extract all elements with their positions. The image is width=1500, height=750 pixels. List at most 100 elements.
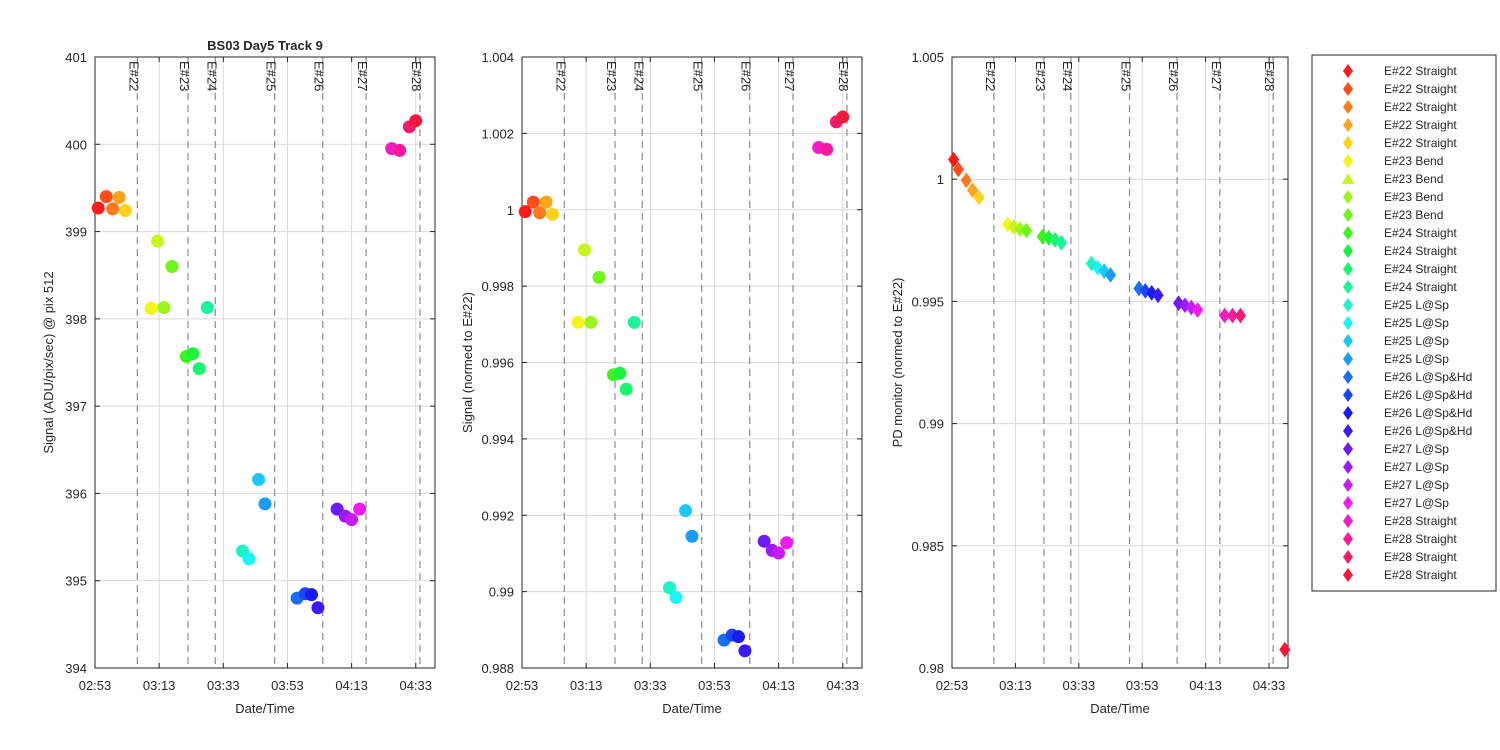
data-point — [165, 259, 179, 273]
legend-entry-label: E#28 Straight — [1384, 550, 1457, 564]
x-tick-label: 03:53 — [271, 678, 304, 693]
event-label: E#28 — [1262, 61, 1277, 91]
data-point — [757, 534, 771, 548]
event-label: E#25 — [264, 61, 279, 91]
legend-entry-label: E#24 Straight — [1384, 280, 1457, 294]
axes-box — [94, 56, 436, 669]
x-tick-label: 03:33 — [1063, 678, 1096, 693]
data-point — [947, 151, 960, 168]
x-tick-label: 03:53 — [698, 678, 731, 693]
y-tick-label: 1 — [937, 172, 944, 187]
data-point — [345, 513, 359, 527]
data-point — [1218, 307, 1231, 324]
x-axis-label: Date/Time — [1090, 701, 1149, 716]
y-tick-label: 0.99 — [489, 585, 514, 600]
event-label: E#25 — [1119, 61, 1134, 91]
event-label: E#27 — [1209, 61, 1224, 91]
legend-entry-label: E#23 Bend — [1384, 172, 1443, 186]
legend-diamond-marker — [1343, 298, 1353, 312]
y-tick-label: 400 — [65, 137, 87, 152]
legend-diamond-marker — [1343, 424, 1353, 438]
legend-diamond-marker — [1343, 388, 1353, 402]
data-point — [952, 161, 964, 178]
legend-diamond-marker — [1343, 316, 1353, 330]
data-point — [663, 581, 677, 595]
event-label: E#27 — [782, 61, 797, 91]
y-axis-label: Signal (ADU/pix/sec) @ pix 512 — [41, 271, 56, 453]
legend-diamond-marker — [1343, 532, 1353, 546]
legend-entry-label: E#24 Straight — [1384, 262, 1457, 276]
x-tick-label: 03:33 — [634, 678, 667, 693]
legend-entry-label: E#22 Straight — [1384, 136, 1457, 150]
legend-diamond-marker — [1343, 496, 1353, 510]
legend-diamond-marker — [1343, 550, 1353, 564]
y-tick-label: 394 — [65, 661, 87, 676]
y-tick-label: 0.985 — [911, 539, 944, 554]
data-point — [242, 552, 256, 566]
x-tick-label: 04:33 — [1253, 678, 1286, 693]
y-tick-label: 0.995 — [911, 294, 944, 309]
x-tick-label: 03:33 — [207, 678, 240, 693]
data-point — [409, 114, 423, 128]
data-point — [679, 504, 693, 518]
legend-diamond-marker — [1343, 406, 1353, 420]
legend-diamond-marker — [1343, 352, 1353, 366]
data-point — [305, 588, 319, 602]
data-point — [836, 110, 850, 124]
data-point — [973, 189, 985, 206]
event-label: E#24 — [1060, 61, 1075, 91]
legend-diamond-marker — [1343, 568, 1353, 582]
legend-entry-label: E#27 L@Sp — [1384, 496, 1449, 510]
event-label: E#23 — [604, 61, 619, 91]
data-point — [738, 644, 752, 658]
x-tick-label: 04:13 — [1189, 678, 1222, 693]
x-tick-label: 04:13 — [335, 678, 368, 693]
legend-diamond-marker — [1343, 226, 1353, 240]
x-tick-label: 03:53 — [1126, 678, 1159, 693]
data-point — [592, 270, 606, 284]
x-tick-label: 04:13 — [762, 678, 795, 693]
legend-triangle-marker — [1342, 173, 1354, 184]
data-point — [118, 204, 132, 218]
data-point — [157, 301, 171, 315]
legend-diamond-marker — [1343, 370, 1353, 384]
x-tick-label: 03:13 — [143, 678, 176, 693]
event-label: E#23 — [1033, 61, 1048, 91]
data-point — [1192, 302, 1204, 318]
legend-diamond-marker — [1343, 478, 1353, 492]
legend-entry-label: E#26 L@Sp&Hd — [1384, 370, 1472, 384]
data-point — [1020, 222, 1033, 239]
legend-diamond-marker — [1343, 460, 1353, 474]
legend-entry-label: E#22 Straight — [1384, 82, 1457, 96]
data-point — [353, 502, 367, 516]
data-point — [533, 206, 547, 220]
data-point — [518, 205, 532, 219]
x-axis-label: Date/Time — [235, 701, 294, 716]
data-point — [1226, 307, 1239, 324]
legend-entry-label: E#27 L@Sp — [1384, 478, 1449, 492]
x-tick-label: 03:13 — [570, 678, 603, 693]
y-tick-label: 398 — [65, 312, 87, 327]
legend-diamond-marker — [1343, 118, 1353, 132]
event-label: E#26 — [739, 61, 754, 91]
legend-entry-label: E#22 Straight — [1384, 100, 1457, 114]
legend-diamond-marker — [1343, 82, 1353, 96]
x-tick-label: 04:33 — [399, 678, 432, 693]
event-label: E#22 — [126, 61, 141, 91]
data-point — [685, 529, 699, 543]
data-point — [526, 195, 540, 209]
y-tick-label: 396 — [65, 486, 87, 501]
legend-diamond-marker — [1343, 100, 1353, 114]
y-tick-label: 397 — [65, 399, 87, 414]
data-point — [393, 143, 407, 157]
x-tick-label: 02:53 — [79, 678, 112, 693]
data-point — [545, 207, 559, 221]
data-point — [151, 234, 165, 248]
legend-diamond-marker — [1343, 208, 1353, 222]
data-point — [1152, 287, 1164, 304]
data-point — [619, 382, 633, 396]
data-point — [966, 182, 979, 199]
data-point — [99, 190, 113, 204]
event-label: E#27 — [355, 61, 370, 91]
data-point — [772, 546, 786, 560]
